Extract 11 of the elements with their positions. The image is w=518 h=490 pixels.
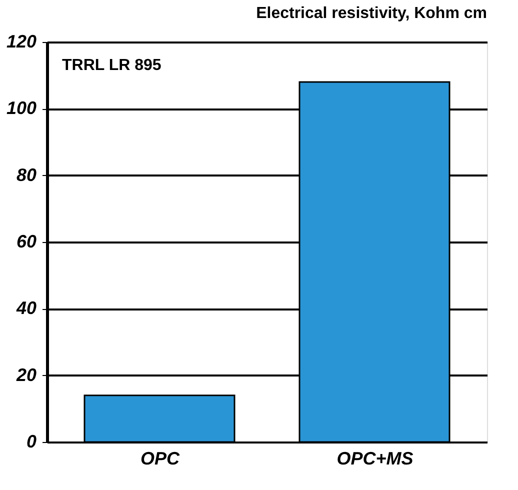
- x-tick-label: OPC+MS: [336, 448, 414, 468]
- annotation: TRRL LR 895: [62, 57, 162, 74]
- y-tick-label: 20: [15, 364, 36, 385]
- y-tick-label: 120: [6, 32, 36, 52]
- y-tick-label: 40: [15, 298, 36, 318]
- y-tick-label: 60: [16, 232, 36, 252]
- x-tick-label: OPC: [140, 448, 180, 468]
- y-tick-label: 80: [16, 164, 36, 185]
- chart-title: Electrical resistivity, Kohm cm: [256, 5, 487, 22]
- y-tick-label: 100: [6, 98, 36, 118]
- y-tick-label: 0: [26, 432, 36, 452]
